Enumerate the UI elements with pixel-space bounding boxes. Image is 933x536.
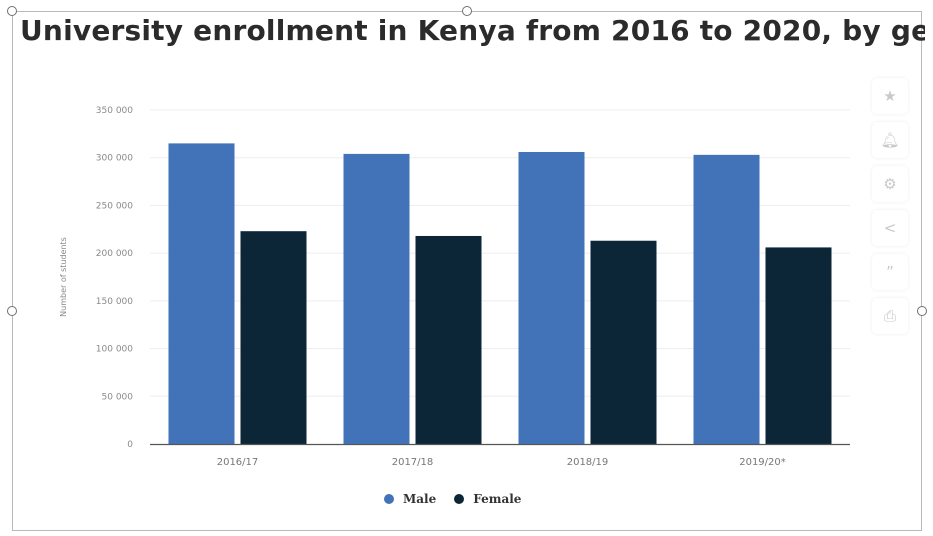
print-button[interactable]: ⎙: [872, 298, 908, 334]
chart-toolbar: ★ 🔔︎ ⚙ < ” ⎙: [868, 78, 912, 342]
bar-female-0: [240, 231, 307, 444]
share-icon: <: [883, 219, 897, 237]
legend-item-female[interactable]: Female: [454, 492, 521, 506]
legend-label-male: Male: [403, 492, 437, 506]
y-tick-label: 50 000: [102, 392, 134, 402]
y-axis-title: Number of students: [59, 237, 68, 317]
bar-male-1: [343, 153, 410, 444]
star-button[interactable]: ★: [872, 78, 908, 114]
bar-female-1: [415, 235, 482, 444]
y-tick-label: 150 000: [96, 297, 133, 307]
resize-handle-middle-left[interactable]: [7, 306, 17, 316]
resize-handle-top-left[interactable]: [7, 6, 17, 16]
resize-handle-middle-right[interactable]: [917, 306, 927, 316]
legend-item-male[interactable]: Male: [384, 492, 436, 506]
bar-male-3: [693, 154, 760, 444]
y-tick-label: 100 000: [96, 345, 133, 355]
legend-swatch-male: [384, 494, 394, 504]
quote-icon: ”: [886, 263, 894, 281]
cite-button[interactable]: ”: [872, 254, 908, 290]
legend-label-female: Female: [473, 492, 522, 506]
settings-button[interactable]: ⚙: [872, 166, 908, 202]
gear-icon: ⚙: [883, 175, 897, 193]
bar-female-2: [590, 240, 657, 444]
x-tick-label: 2016/17: [217, 457, 259, 468]
y-tick-label: 300 000: [96, 154, 133, 164]
bar-female-3: [765, 247, 832, 444]
resize-handle-top-center[interactable]: [462, 6, 472, 16]
y-tick-label: 250 000: [96, 201, 133, 211]
bar-male-2: [518, 151, 585, 444]
chart-legend: Male Female: [384, 492, 539, 506]
share-button[interactable]: <: [872, 210, 908, 246]
y-tick-label: 0: [127, 440, 133, 450]
x-tick-label: 2018/19: [567, 457, 609, 468]
chart-title: University enrollment in Kenya from 2016…: [20, 14, 925, 47]
notification-button[interactable]: 🔔︎: [872, 122, 908, 158]
legend-swatch-female: [454, 494, 465, 504]
print-icon: ⎙: [883, 307, 896, 325]
bell-icon: 🔔︎: [880, 131, 900, 149]
y-tick-label: 350 000: [96, 106, 133, 116]
y-tick-label: 200 000: [96, 249, 133, 259]
bar-male-0: [168, 143, 235, 444]
star-icon: ★: [883, 87, 897, 105]
x-tick-label: 2019/20*: [739, 457, 786, 468]
x-tick-label: 2017/18: [392, 457, 434, 468]
